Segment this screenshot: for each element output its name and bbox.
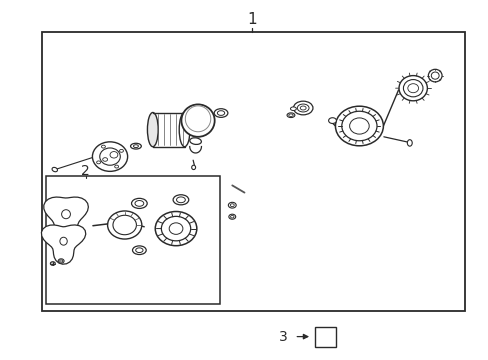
Ellipse shape bbox=[60, 260, 62, 262]
Ellipse shape bbox=[61, 210, 70, 219]
Ellipse shape bbox=[107, 211, 142, 239]
Ellipse shape bbox=[161, 216, 190, 241]
Ellipse shape bbox=[398, 76, 427, 101]
Bar bbox=[46, 176, 220, 304]
Ellipse shape bbox=[50, 262, 55, 265]
Ellipse shape bbox=[403, 80, 422, 97]
Ellipse shape bbox=[297, 104, 308, 112]
Ellipse shape bbox=[335, 106, 383, 146]
Ellipse shape bbox=[230, 215, 233, 218]
Ellipse shape bbox=[100, 148, 120, 165]
Ellipse shape bbox=[427, 69, 441, 82]
Ellipse shape bbox=[58, 259, 64, 263]
Ellipse shape bbox=[155, 212, 196, 246]
Ellipse shape bbox=[288, 114, 292, 117]
Ellipse shape bbox=[119, 149, 123, 152]
Ellipse shape bbox=[214, 109, 227, 117]
Ellipse shape bbox=[176, 197, 185, 203]
Ellipse shape bbox=[290, 107, 296, 111]
Ellipse shape bbox=[102, 158, 107, 161]
Ellipse shape bbox=[114, 165, 119, 168]
Ellipse shape bbox=[228, 202, 236, 208]
Polygon shape bbox=[44, 197, 88, 238]
Ellipse shape bbox=[293, 101, 312, 115]
Ellipse shape bbox=[181, 104, 214, 137]
Ellipse shape bbox=[132, 246, 146, 255]
Ellipse shape bbox=[169, 223, 183, 234]
Ellipse shape bbox=[60, 237, 67, 245]
Ellipse shape bbox=[131, 198, 147, 208]
Ellipse shape bbox=[92, 142, 127, 171]
Ellipse shape bbox=[191, 165, 195, 170]
Ellipse shape bbox=[185, 106, 210, 132]
Ellipse shape bbox=[230, 204, 234, 207]
Text: 2: 2 bbox=[81, 164, 90, 178]
Ellipse shape bbox=[102, 145, 105, 148]
Ellipse shape bbox=[173, 195, 188, 205]
Text: 1: 1 bbox=[246, 12, 256, 27]
Ellipse shape bbox=[228, 214, 235, 219]
Ellipse shape bbox=[52, 167, 58, 172]
Ellipse shape bbox=[341, 111, 376, 141]
Ellipse shape bbox=[135, 201, 143, 206]
Ellipse shape bbox=[130, 143, 141, 149]
Ellipse shape bbox=[189, 138, 201, 144]
Ellipse shape bbox=[136, 248, 142, 253]
Ellipse shape bbox=[97, 161, 101, 164]
Ellipse shape bbox=[430, 72, 438, 79]
Ellipse shape bbox=[349, 118, 368, 134]
Ellipse shape bbox=[286, 113, 294, 117]
Polygon shape bbox=[41, 225, 85, 264]
Ellipse shape bbox=[113, 215, 136, 235]
Ellipse shape bbox=[147, 112, 158, 147]
Ellipse shape bbox=[407, 140, 411, 146]
Ellipse shape bbox=[328, 118, 336, 123]
Ellipse shape bbox=[217, 111, 224, 115]
Ellipse shape bbox=[300, 106, 305, 110]
Text: 3: 3 bbox=[279, 330, 287, 343]
Ellipse shape bbox=[110, 152, 118, 158]
Ellipse shape bbox=[179, 112, 189, 147]
Bar bbox=[41, 32, 464, 311]
Ellipse shape bbox=[133, 145, 138, 148]
Bar bbox=[315, 327, 335, 347]
Ellipse shape bbox=[407, 84, 418, 93]
